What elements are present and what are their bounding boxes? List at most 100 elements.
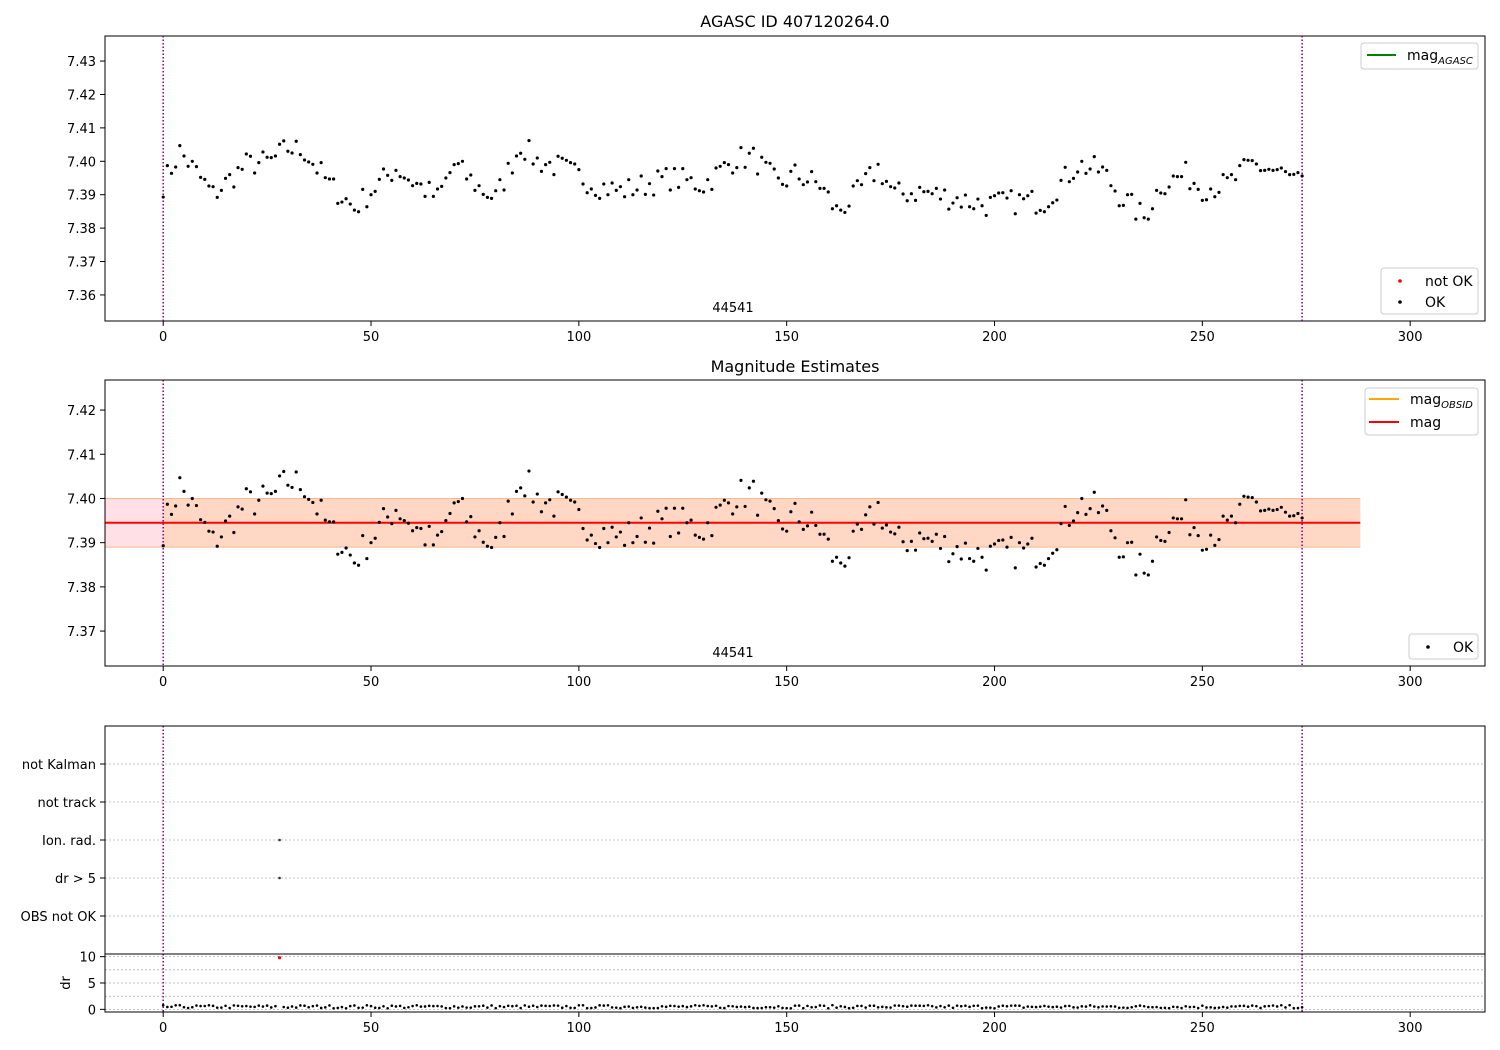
data-point bbox=[415, 181, 419, 185]
panel-3-points bbox=[278, 838, 281, 880]
data-point bbox=[967, 556, 972, 561]
data-point bbox=[864, 172, 868, 176]
flag-point bbox=[278, 838, 281, 842]
x-tick-label: 250 bbox=[1190, 330, 1215, 345]
x-tick-label: 50 bbox=[363, 330, 380, 345]
data-point bbox=[739, 145, 743, 150]
data-point bbox=[502, 188, 506, 192]
dr-point bbox=[876, 1006, 880, 1009]
x-tick-label: 150 bbox=[774, 1021, 799, 1036]
data-point bbox=[934, 532, 938, 536]
dr-point bbox=[897, 1004, 901, 1007]
data-point bbox=[976, 197, 980, 201]
panel-1-points bbox=[161, 138, 1304, 221]
data-point bbox=[1142, 216, 1146, 220]
dr-point bbox=[1034, 1005, 1038, 1009]
data-point bbox=[352, 561, 356, 565]
data-point bbox=[261, 484, 265, 488]
dr-point bbox=[573, 1006, 576, 1010]
y-tick-label: 7.41 bbox=[67, 122, 96, 137]
data-point bbox=[440, 530, 444, 534]
dr-point bbox=[1109, 1005, 1113, 1008]
data-point bbox=[776, 176, 780, 180]
data-point bbox=[988, 544, 992, 548]
data-point bbox=[951, 552, 955, 556]
data-point bbox=[406, 178, 411, 182]
dr-point bbox=[656, 1006, 660, 1010]
dr-point bbox=[423, 1005, 427, 1008]
data-point bbox=[348, 202, 352, 206]
data-point bbox=[672, 506, 677, 510]
data-point bbox=[356, 210, 361, 214]
data-point bbox=[1217, 537, 1221, 542]
data-point bbox=[394, 508, 398, 513]
data-point bbox=[1092, 490, 1096, 494]
data-point bbox=[760, 155, 764, 159]
data-point bbox=[182, 489, 186, 493]
dr-point bbox=[723, 1006, 726, 1010]
dr-point bbox=[860, 1004, 863, 1008]
data-point bbox=[1080, 496, 1084, 501]
data-point bbox=[1026, 542, 1030, 546]
dr-point bbox=[1242, 1004, 1246, 1008]
dr-point bbox=[207, 1004, 211, 1007]
dr-point bbox=[1225, 1006, 1229, 1009]
data-point bbox=[610, 181, 614, 185]
x-tick-label: 300 bbox=[1398, 330, 1423, 345]
dr-point bbox=[1292, 1006, 1296, 1010]
legend-box bbox=[1408, 633, 1479, 660]
data-point bbox=[909, 192, 913, 196]
data-point bbox=[581, 526, 585, 531]
dr-point bbox=[660, 1005, 664, 1008]
data-point bbox=[228, 514, 232, 518]
data-point bbox=[307, 497, 311, 501]
panel-4-ylabel: dr bbox=[59, 976, 74, 990]
data-point bbox=[207, 529, 211, 533]
data-point bbox=[884, 179, 889, 183]
dr-point bbox=[1088, 1004, 1092, 1007]
data-point bbox=[165, 164, 169, 168]
dr-point bbox=[926, 1003, 930, 1007]
data-point bbox=[1071, 176, 1076, 180]
dr-point bbox=[614, 1006, 618, 1009]
data-point bbox=[972, 207, 976, 211]
dr-point bbox=[777, 1005, 780, 1008]
dr-point bbox=[901, 1004, 905, 1008]
data-point bbox=[656, 509, 660, 513]
data-point bbox=[435, 187, 440, 191]
data-point bbox=[556, 490, 560, 494]
dr-point bbox=[402, 1006, 406, 1010]
data-point bbox=[1242, 158, 1246, 162]
dr-point bbox=[793, 1004, 797, 1007]
data-point bbox=[294, 139, 298, 143]
data-point bbox=[672, 167, 677, 171]
data-point bbox=[1184, 498, 1188, 502]
data-point bbox=[602, 182, 606, 186]
data-point bbox=[269, 156, 273, 160]
dr-point bbox=[265, 1004, 269, 1007]
data-point bbox=[1005, 545, 1009, 549]
dr-point bbox=[702, 1003, 705, 1007]
data-point bbox=[1179, 517, 1184, 521]
data-point bbox=[872, 522, 876, 526]
data-point bbox=[369, 193, 373, 197]
data-point bbox=[681, 167, 685, 171]
dr-point bbox=[182, 1005, 186, 1009]
data-point bbox=[664, 167, 668, 171]
panel-2-obsid-annotation: 44541 bbox=[712, 646, 753, 661]
dr-point bbox=[224, 1004, 227, 1008]
x-tick-label: 250 bbox=[1190, 675, 1215, 690]
data-point bbox=[631, 541, 635, 545]
data-point bbox=[552, 514, 556, 518]
data-point bbox=[1042, 210, 1046, 214]
data-point bbox=[1067, 180, 1071, 184]
data-point bbox=[253, 512, 257, 516]
data-point bbox=[1150, 559, 1155, 563]
data-point bbox=[1213, 195, 1217, 199]
legend-label-text: mag bbox=[1410, 392, 1441, 408]
dr-point bbox=[440, 1005, 443, 1008]
x-tick-label: 0 bbox=[159, 675, 167, 690]
dr-point bbox=[652, 1006, 655, 1010]
dr-point bbox=[764, 1005, 768, 1009]
